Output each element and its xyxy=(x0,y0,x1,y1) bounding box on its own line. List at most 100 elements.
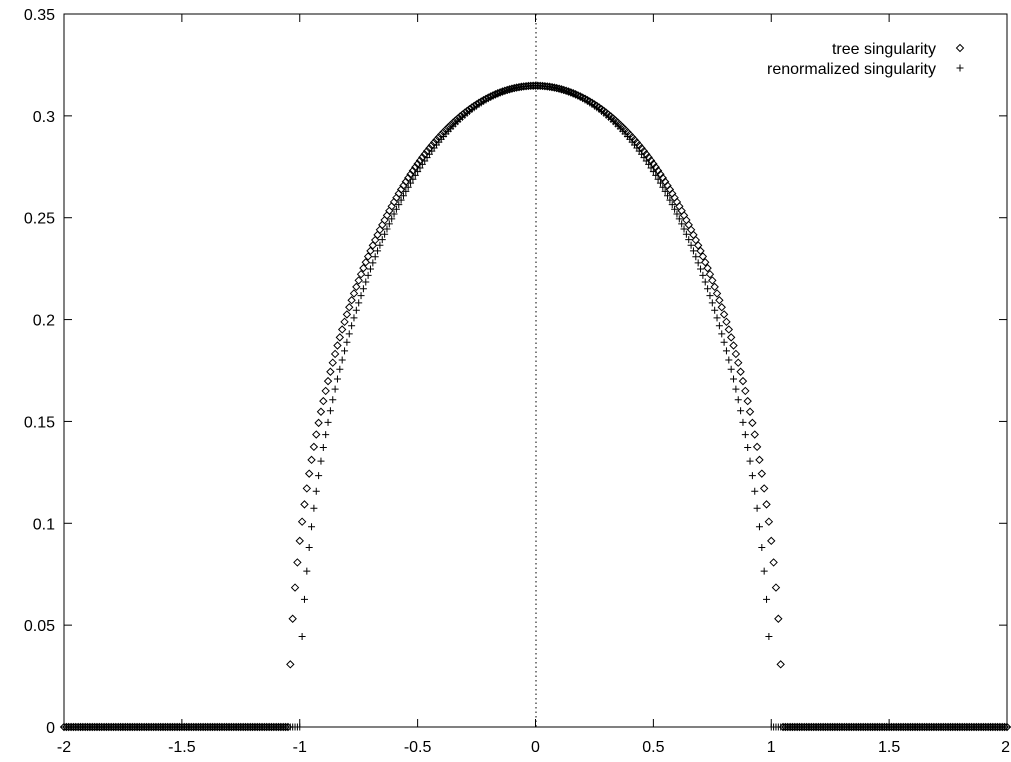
data-point-diamond xyxy=(335,333,345,342)
data-point-diamond xyxy=(759,484,769,493)
data-point-plus xyxy=(359,285,367,293)
data-point-diamond xyxy=(326,367,335,376)
data-point-plus xyxy=(303,567,311,575)
data-point-diamond xyxy=(731,349,741,359)
data-point-plus xyxy=(699,271,707,279)
x-tick-label: 0.5 xyxy=(642,739,664,756)
legend-marker-plus xyxy=(956,64,964,72)
data-point-plus xyxy=(732,385,740,393)
data-point-diamond xyxy=(321,386,330,396)
data-point-diamond xyxy=(769,558,778,567)
data-point-plus xyxy=(352,306,360,314)
data-point-diamond xyxy=(295,536,304,546)
data-point-plus xyxy=(322,431,330,439)
data-point-plus xyxy=(341,347,349,355)
data-point-plus xyxy=(694,259,702,267)
data-point-plus xyxy=(355,299,363,307)
data-point-plus xyxy=(711,306,719,314)
data-point-plus xyxy=(362,278,370,286)
data-point-plus xyxy=(376,241,384,249)
data-point-plus xyxy=(718,330,726,338)
data-point-plus xyxy=(692,253,700,261)
data-point-diamond xyxy=(401,177,411,186)
series-1 xyxy=(60,82,1011,731)
data-point-plus xyxy=(680,225,688,233)
data-point-diamond xyxy=(726,333,736,342)
data-point-diamond xyxy=(342,310,352,319)
data-point-plus xyxy=(704,285,712,293)
legend-label: renormalized singularity xyxy=(767,61,936,78)
data-point-plus xyxy=(366,265,374,273)
data-point-diamond xyxy=(762,500,771,509)
data-point-plus xyxy=(364,271,372,279)
data-point-diamond xyxy=(708,276,717,285)
legend: tree singularity renormalized singularity xyxy=(767,41,965,78)
data-point-diamond xyxy=(693,241,703,250)
data-point-plus xyxy=(652,171,660,179)
data-point-plus xyxy=(682,230,690,238)
data-point-plus xyxy=(319,443,327,451)
data-point-diamond xyxy=(408,166,418,175)
data-point-diamond xyxy=(382,211,392,220)
legend-marker-diamond xyxy=(955,43,965,53)
data-point-plus xyxy=(675,215,683,223)
data-point-plus xyxy=(1003,723,1011,731)
data-point-diamond xyxy=(293,558,302,567)
data-point-plus xyxy=(407,179,415,187)
data-point-plus xyxy=(404,183,412,191)
data-point-plus xyxy=(668,201,676,209)
data-point-diamond xyxy=(771,583,781,592)
data-point-diamond xyxy=(722,317,731,327)
data-point-diamond xyxy=(363,252,373,261)
data-point-diamond xyxy=(656,170,665,179)
data-point-plus xyxy=(310,504,318,512)
data-point-diamond xyxy=(330,349,340,359)
data-point-diamond xyxy=(682,215,691,225)
legend-label: tree singularity xyxy=(832,41,936,58)
data-point-plus xyxy=(673,210,681,218)
data-point-diamond xyxy=(679,211,689,220)
x-tick-label: 2 xyxy=(1001,739,1010,756)
data-point-plus xyxy=(374,247,382,255)
data-point-plus xyxy=(725,356,733,364)
x-tick-label: -1 xyxy=(293,739,307,756)
data-point-diamond xyxy=(314,418,323,428)
data-point-diamond xyxy=(411,163,420,172)
data-point-plus xyxy=(722,347,730,355)
data-point-diamond xyxy=(309,442,319,452)
data-point-plus xyxy=(685,236,693,244)
data-point-plus xyxy=(388,215,396,223)
data-point-plus xyxy=(741,431,749,439)
data-point-plus xyxy=(664,192,672,200)
data-point-plus xyxy=(378,236,386,244)
y-tick-label: 0.1 xyxy=(33,516,55,533)
data-point-plus xyxy=(647,164,655,172)
data-point-diamond xyxy=(748,418,757,428)
data-point-diamond xyxy=(712,289,722,298)
data-point-plus xyxy=(392,205,400,213)
data-point-diamond xyxy=(705,269,715,279)
data-point-diamond xyxy=(774,614,783,623)
data-point-plus xyxy=(298,633,306,641)
data-point-plus xyxy=(656,179,664,187)
data-point-diamond xyxy=(658,173,668,183)
data-point-plus xyxy=(649,168,657,176)
data-point-plus xyxy=(659,183,667,191)
data-point-plus xyxy=(345,330,353,338)
data-point-diamond xyxy=(745,407,755,416)
data-point-diamond xyxy=(736,367,745,376)
data-point-diamond xyxy=(356,269,366,279)
data-point-plus xyxy=(343,338,351,346)
data-point-diamond xyxy=(719,310,729,319)
data-point-plus xyxy=(348,322,356,330)
data-point-plus xyxy=(312,487,320,495)
data-point-diamond xyxy=(300,500,309,509)
data-point-plus xyxy=(734,396,742,404)
x-tick-label: -1.5 xyxy=(168,739,196,756)
data-point-plus xyxy=(706,292,714,300)
data-point-diamond xyxy=(698,252,708,261)
data-point-diamond xyxy=(354,276,363,285)
data-point-diamond xyxy=(413,159,422,169)
